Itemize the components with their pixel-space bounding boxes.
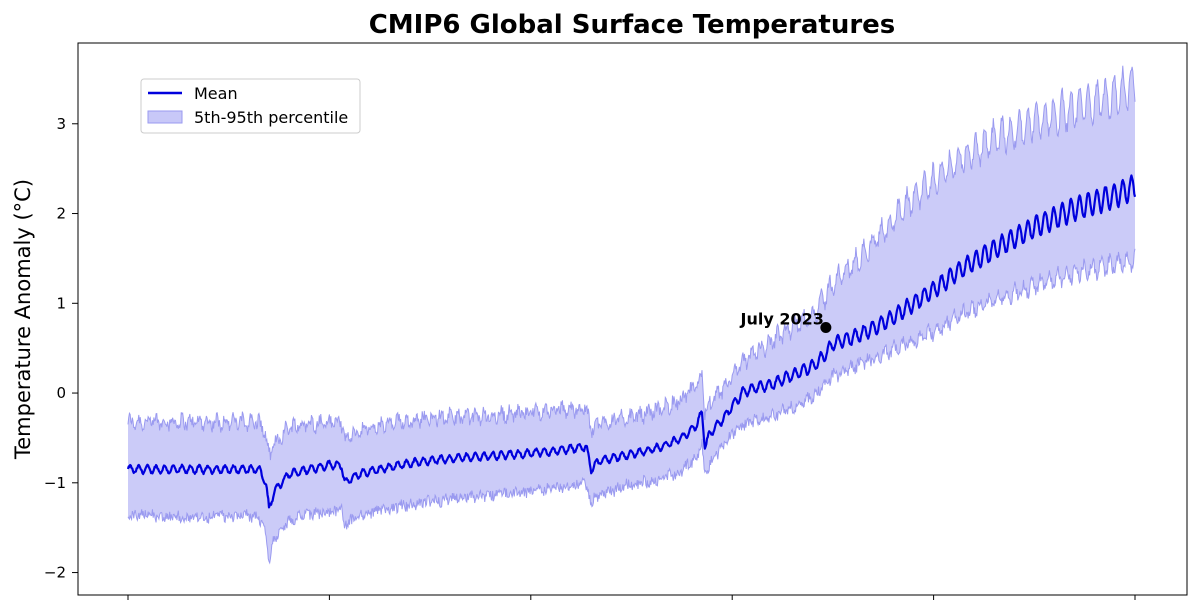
legend-swatch-band — [147, 110, 183, 124]
annotations: July 2023 — [739, 310, 832, 334]
legend-label-band: 5th-95th percentile — [194, 108, 348, 127]
axes: −2 −1 0 1 2 3 — [44, 42, 1188, 600]
plot-area — [126, 65, 1137, 565]
legend-label-mean: Mean — [194, 84, 238, 103]
y-tick-label: −2 — [44, 564, 66, 582]
y-axis-label: Temperature Anomaly (°C) — [11, 179, 35, 460]
legend-frame — [140, 78, 361, 134]
y-tick-label: 2 — [56, 205, 66, 223]
annotation-label: July 2023 — [739, 310, 823, 329]
y-tick-label: 1 — [56, 294, 66, 312]
chart-title: CMIP6 Global Surface Temperatures — [369, 10, 896, 40]
axes-frame — [77, 42, 1188, 596]
series-line-mean — [126, 174, 1137, 509]
legend: Mean 5th-95th percentile — [140, 78, 361, 134]
y-tick-label: 0 — [56, 384, 66, 402]
annotation-marker — [820, 322, 832, 334]
band-lower-edge — [127, 248, 1136, 565]
band-area — [128, 65, 1135, 563]
y-tick-label: 3 — [56, 115, 66, 133]
band-upper-edge — [127, 65, 1136, 461]
y-tick-label: −1 — [44, 474, 66, 492]
